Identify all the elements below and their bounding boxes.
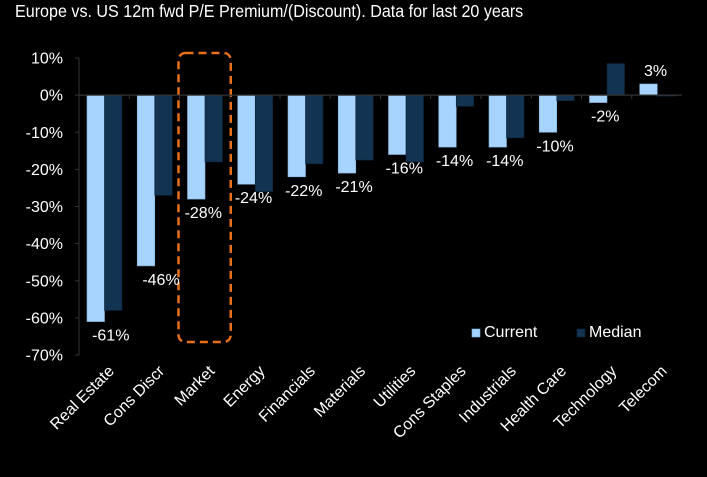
x-category-label: Market	[172, 362, 219, 409]
data-label-current: -24%	[235, 190, 272, 207]
chart-title: Europe vs. US 12m fwd P/E Premium/(Disco…	[15, 1, 524, 21]
bar-current	[337, 94, 357, 174]
y-tick-label: -50%	[26, 273, 63, 290]
data-label-current: -61%	[92, 328, 129, 345]
bar-median	[104, 94, 123, 311]
bar-median	[556, 94, 575, 101]
bar-current	[86, 94, 105, 322]
bar-median	[506, 94, 525, 139]
bar-median	[606, 63, 625, 96]
bar-median	[154, 94, 173, 196]
bar-current	[187, 94, 206, 200]
legend-label-current: Current	[484, 324, 538, 341]
bar-current	[589, 94, 608, 103]
data-label-current: -2%	[591, 109, 619, 126]
bar-median	[254, 94, 274, 192]
bar-current	[438, 94, 457, 148]
bar-current	[237, 94, 256, 185]
y-tick-label: -20%	[26, 162, 63, 179]
bar-current	[287, 94, 306, 178]
bar-current	[388, 94, 407, 155]
legend-swatch-median	[576, 328, 586, 338]
bar-median	[405, 94, 424, 163]
data-label-current: -21%	[335, 179, 372, 196]
bar-current	[639, 83, 658, 96]
bar-median	[204, 94, 223, 163]
bar-median	[305, 94, 324, 165]
y-tick-label: -10%	[26, 125, 63, 142]
bar-current	[538, 94, 558, 133]
x-category-label: Utilities	[371, 363, 419, 411]
legend-label-median: Median	[589, 324, 641, 341]
y-tick-label: 0%	[40, 88, 63, 105]
bar-current	[488, 94, 507, 148]
highlight-box	[177, 51, 232, 344]
legend-swatch-current	[471, 328, 481, 338]
data-label-current: -28%	[185, 205, 222, 222]
bar-median	[455, 94, 475, 107]
x-category-label: Materials	[311, 363, 369, 421]
data-label-current: -14%	[436, 153, 473, 170]
x-category-label: Telecom	[616, 363, 670, 417]
bar-current	[136, 94, 156, 267]
x-category-label: Energy	[221, 363, 269, 411]
data-label-current: -10%	[536, 138, 573, 155]
data-label-current: -14%	[486, 153, 523, 170]
bar-median	[355, 94, 374, 161]
data-label-current: -22%	[285, 183, 322, 200]
y-tick-label: -30%	[26, 199, 63, 216]
y-tick-label: 10%	[31, 51, 63, 68]
data-label-current: -46%	[142, 272, 179, 289]
y-tick-label: -70%	[26, 348, 63, 365]
data-label-current: -16%	[386, 161, 423, 178]
y-tick-label: -40%	[26, 236, 63, 253]
y-tick-label: -60%	[26, 310, 63, 327]
data-label-current: 3%	[644, 63, 667, 80]
